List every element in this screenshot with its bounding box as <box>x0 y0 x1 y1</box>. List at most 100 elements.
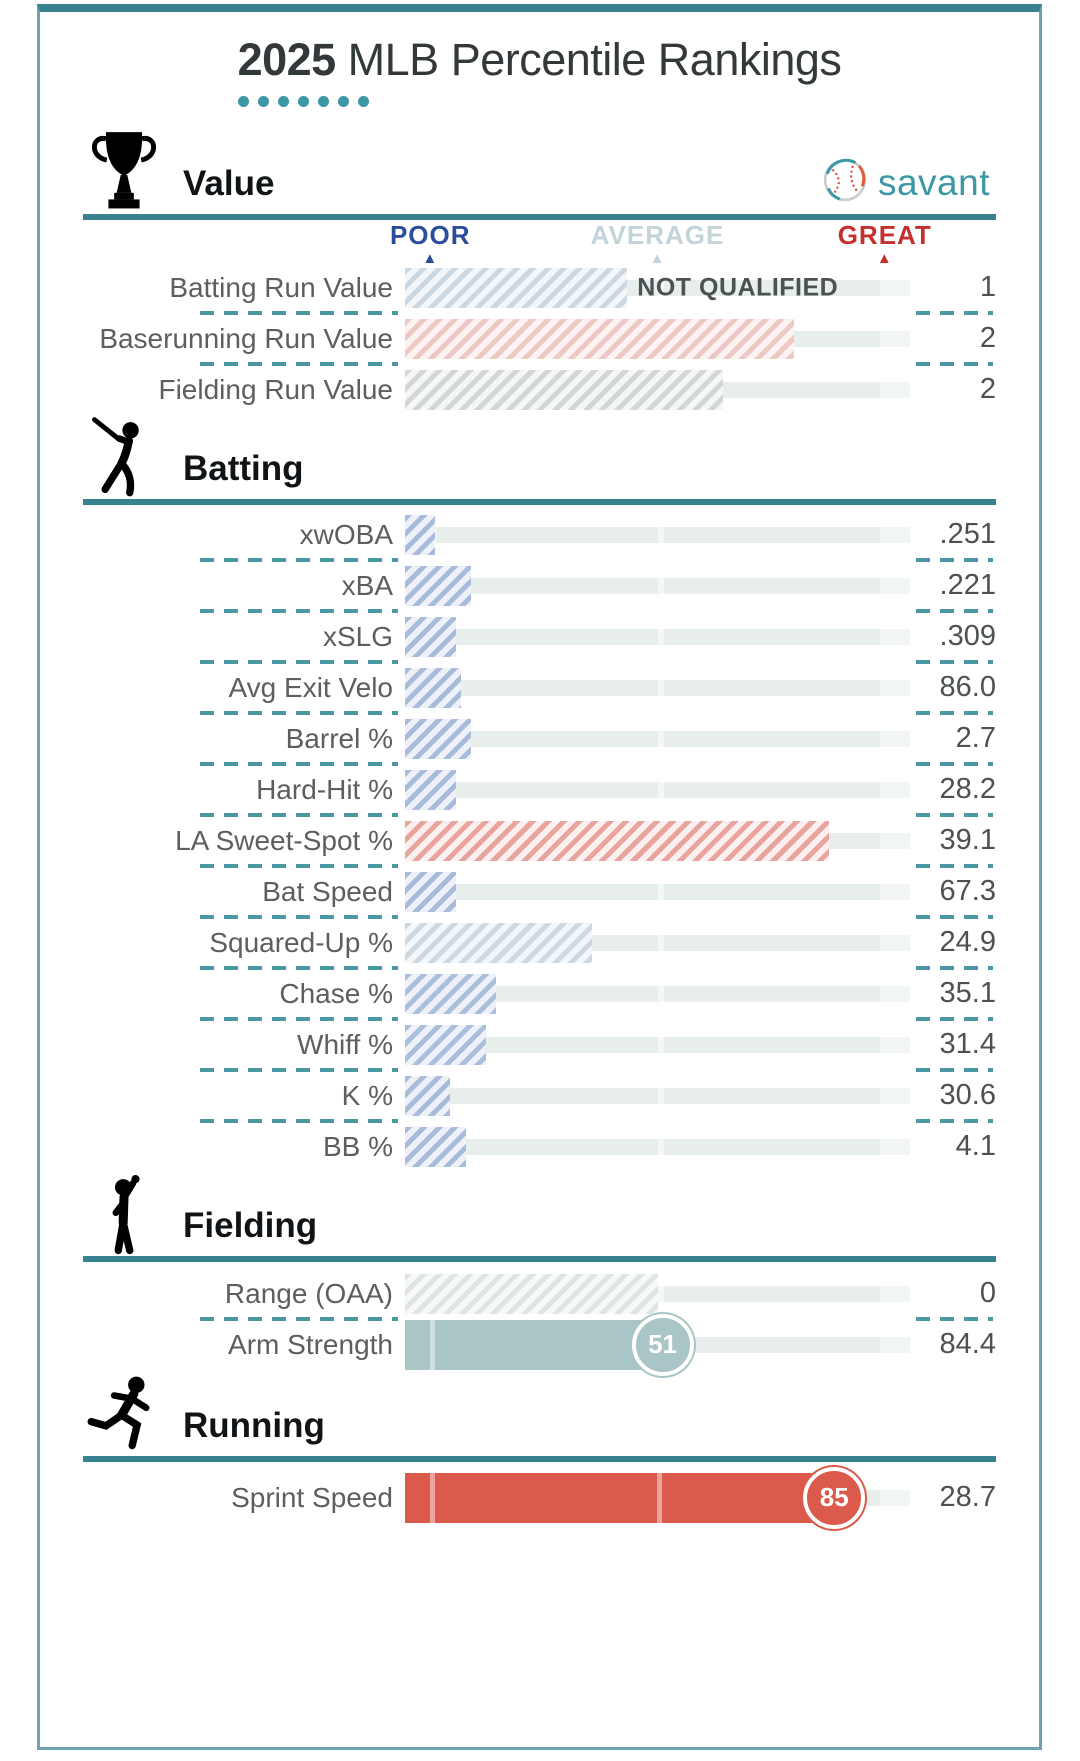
page-title: 2025 MLB Percentile Rankings <box>238 34 842 86</box>
stat-value: 84.4 <box>939 1328 996 1360</box>
separator-dash-left <box>200 915 398 919</box>
separator-dash-right <box>916 1317 993 1321</box>
row-separator <box>83 711 996 715</box>
savant-logo[interactable]: savant <box>822 157 990 208</box>
percentile-bar[interactable] <box>405 715 910 762</box>
percentile-bar[interactable] <box>405 868 910 915</box>
poor-marker-triangle-icon: ▲ <box>422 250 439 267</box>
average-marker-triangle-icon: ▲ <box>649 250 666 267</box>
stat-row: Arm Strength 51 84.4 <box>83 1313 996 1376</box>
stat-row: Avg Exit Velo 86.0 <box>83 664 996 711</box>
track-tail <box>879 279 910 296</box>
bar-track <box>405 730 910 747</box>
track-tail <box>879 526 910 543</box>
bar-track <box>405 781 910 798</box>
percentile-bar[interactable] <box>405 511 910 558</box>
bar-fill <box>405 667 461 708</box>
stat-row: Baserunning Run Value 2 <box>83 315 996 362</box>
percentile-bar[interactable]: 51 <box>405 1313 910 1376</box>
stat-row: LA Sweet-Spot % 39.1 <box>83 817 996 864</box>
bar-fill <box>405 514 436 555</box>
separator-dash-right <box>916 609 993 613</box>
bar-track <box>405 628 910 645</box>
separator-dash-left <box>200 762 398 766</box>
separator-dash-left <box>200 1119 398 1123</box>
row-separator <box>83 966 996 970</box>
track-tail <box>879 577 910 594</box>
stat-label: Sprint Speed <box>231 1481 393 1513</box>
bar-track <box>405 1036 910 1053</box>
percentile-bar[interactable] <box>405 664 910 711</box>
percentile-bar[interactable] <box>405 919 910 966</box>
bar-inner-tick <box>657 1472 662 1523</box>
stat-label: Hard-Hit % <box>256 773 393 805</box>
stat-value: 86.0 <box>939 671 996 703</box>
separator-dash-left <box>200 813 398 817</box>
stat-row: Squared-Up % 24.9 <box>83 919 996 966</box>
row-separator <box>83 558 996 562</box>
page-title-block: 2025 MLB Percentile Rankings <box>83 34 996 112</box>
stat-row: Batting Run Value NOT QUALIFIED 1 <box>83 264 996 311</box>
fielder-icon <box>83 1164 165 1268</box>
percentile-bar[interactable] <box>405 817 910 864</box>
separator-dash-right <box>916 966 993 970</box>
percentile-bar[interactable] <box>405 613 910 660</box>
batter-icon <box>83 407 165 511</box>
bar-fill <box>405 1024 486 1065</box>
bar-track <box>405 526 910 543</box>
percentile-bar[interactable] <box>405 970 910 1017</box>
row-separator <box>83 762 996 766</box>
separator-dash-left <box>200 362 398 366</box>
percentile-bar[interactable]: 85 <box>405 1466 910 1529</box>
stat-label: Avg Exit Velo <box>228 671 393 703</box>
bar-fill <box>405 565 471 606</box>
stat-label: K % <box>341 1079 393 1111</box>
track-tick <box>657 1036 664 1053</box>
stat-value: 1 <box>979 271 996 303</box>
stat-row: Bat Speed 67.3 <box>83 868 996 915</box>
row-separator <box>83 1317 996 1321</box>
percentile-bar[interactable] <box>405 1270 910 1317</box>
separator-dash-right <box>916 864 993 868</box>
percentile-bar[interactable] <box>405 1123 910 1170</box>
stat-value: .251 <box>939 518 996 550</box>
scale-label-average: AVERAGE ▲ <box>590 220 725 267</box>
track-tick <box>657 934 664 951</box>
row-separator <box>83 1119 996 1123</box>
section-header-running: Running <box>83 1372 996 1462</box>
stat-row: xSLG .309 <box>83 613 996 660</box>
row-separator <box>83 864 996 868</box>
percentile-bar[interactable] <box>405 1021 910 1068</box>
separator-dash-left <box>200 311 398 315</box>
percentile-bar[interactable] <box>405 766 910 813</box>
separator-dash-right <box>916 915 993 919</box>
bar-fill <box>405 1126 466 1167</box>
separator-dash-left <box>200 966 398 970</box>
bar-inner-tick <box>430 1319 435 1370</box>
stat-label: xSLG <box>322 620 393 652</box>
percentile-bar[interactable] <box>405 315 910 362</box>
percentile-bar[interactable] <box>405 366 910 413</box>
row-separator <box>83 609 996 613</box>
percentile-bar[interactable] <box>405 1072 910 1119</box>
stat-row: Barrel % 2.7 <box>83 715 996 762</box>
section-title-value: Value <box>183 164 275 203</box>
fielding-rows: Range (OAA) 0 Arm Strength 51 84.4 <box>83 1270 996 1376</box>
percentile-bar[interactable] <box>405 562 910 609</box>
track-tick <box>657 985 664 1002</box>
bar-fill <box>405 718 471 759</box>
stat-row: Sprint Speed 85 28.7 <box>83 1466 996 1529</box>
row-separator <box>83 1068 996 1072</box>
track-tick <box>657 883 664 900</box>
stat-value: 30.6 <box>939 1079 996 1111</box>
stat-row: Hard-Hit % 28.2 <box>83 766 996 813</box>
percentile-bar[interactable]: NOT QUALIFIED <box>405 264 910 311</box>
track-tick <box>657 279 664 296</box>
runner-icon <box>83 1364 165 1468</box>
separator-dash-left <box>200 1317 398 1321</box>
track-tick <box>657 1138 664 1155</box>
row-separator <box>83 362 996 366</box>
stat-value: 67.3 <box>939 875 996 907</box>
stat-value: 2 <box>979 373 996 405</box>
stat-label: xBA <box>341 569 393 601</box>
